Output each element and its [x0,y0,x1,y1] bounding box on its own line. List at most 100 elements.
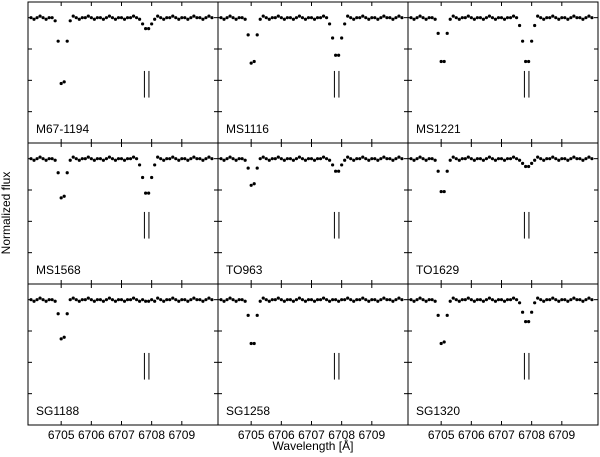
data-point [430,16,434,20]
data-point [397,296,401,300]
data-point [186,158,190,162]
x-tick-label: 6706 [458,428,485,442]
data-point [77,17,81,21]
data-point [309,157,314,161]
data-point [566,158,570,162]
data-point [521,161,525,165]
data-point [581,299,585,303]
data-point [587,155,591,159]
data-point [572,14,576,18]
data-point [388,16,392,20]
data-point [125,157,130,161]
data-point [288,157,292,161]
data-point [291,299,295,303]
data-point [59,81,63,86]
data-point [352,17,356,21]
data-point [50,157,54,161]
data-point [584,157,588,161]
data-point [153,17,157,21]
data-point [572,155,576,159]
data-point [264,16,268,20]
data-point [557,158,561,162]
data-point [159,298,163,302]
data-point [590,157,594,161]
data-point [98,16,102,20]
panel-label: MS1221 [416,122,461,136]
data-point [147,191,151,195]
data-point [364,16,368,20]
data-point [162,17,166,21]
data-point [524,59,528,64]
panel-label: SG1258 [226,404,270,418]
data-point [481,17,485,21]
data-point [180,298,184,302]
data-point [101,158,105,162]
data-point [385,16,389,20]
data-point [367,299,371,303]
data-point [454,157,458,161]
data-point [517,301,522,305]
x-tick-label: 6709 [358,428,385,442]
data-point [294,157,299,161]
data-point [104,16,109,20]
data-point [581,17,585,21]
data-point [144,191,148,195]
data-point [222,17,226,21]
data-point [300,157,305,161]
data-point [451,14,455,18]
data-point [201,158,205,162]
panel-label: MS1116 [226,122,269,136]
x-tick-label: 6707 [298,428,325,442]
data-point [493,158,498,162]
data-point [394,157,398,161]
data-point [279,298,283,302]
data-point [321,14,326,18]
data-point [331,163,335,167]
data-point [424,17,428,21]
data-point [134,157,139,161]
data-point [44,299,48,303]
data-point [373,16,377,20]
data-point [273,298,277,302]
data-point [68,158,72,162]
data-point [41,16,45,20]
data-point [300,298,305,302]
data-point [153,163,157,167]
data-point [563,16,567,20]
data-point [141,175,145,180]
data-point [32,17,36,21]
data-point [228,155,232,159]
data-point [210,298,214,302]
data-point [171,14,175,18]
data-point [116,298,121,302]
data-point [533,158,537,162]
data-point [137,17,142,21]
data-point [508,157,513,161]
data-point [29,298,33,302]
data-point [508,298,513,302]
data-point [89,157,93,161]
data-point [415,16,419,20]
data-point [385,157,389,161]
data-point [331,36,335,40]
data-point [62,80,66,84]
data-point [578,298,582,302]
data-point [490,298,495,302]
data-point [394,298,398,302]
data-point [77,299,81,303]
data-point [445,313,449,317]
data-point [514,157,519,161]
data-point [536,296,540,300]
data-point [539,298,543,302]
data-point [370,157,374,161]
data-point [128,16,133,20]
panel-label: SG1320 [416,404,460,418]
data-point [475,157,479,161]
data-point [412,299,416,303]
data-point [38,155,42,159]
data-point [243,158,247,162]
data-point [101,17,105,21]
data-point [207,155,211,159]
data-point [134,16,139,20]
data-point [478,298,482,302]
